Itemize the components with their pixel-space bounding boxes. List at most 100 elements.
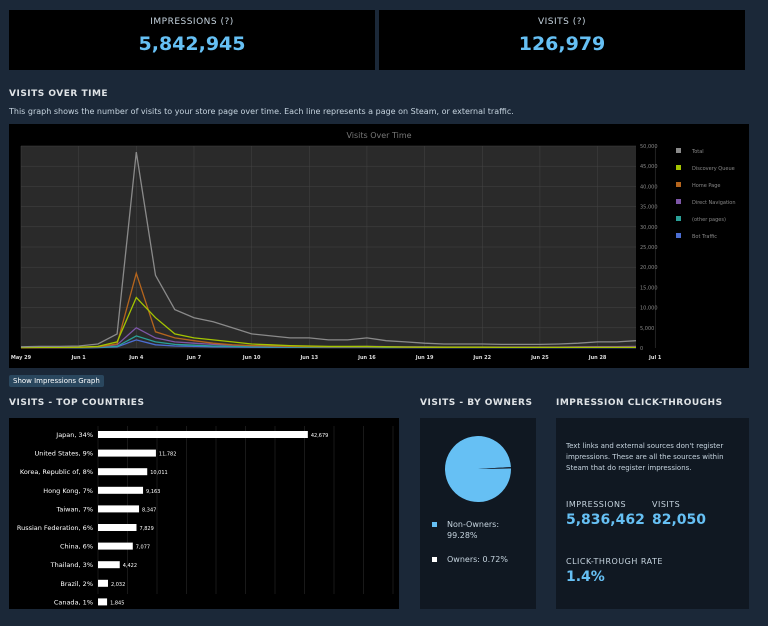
x-tick-label: Jun 1 xyxy=(71,355,87,361)
bar xyxy=(98,431,308,438)
legend-swatch xyxy=(676,148,681,153)
line-chart-legend[interactable]: Total Discovery Queue Home Page Direct Navi… xyxy=(676,148,736,240)
non-owners-swatch xyxy=(432,522,437,527)
bar xyxy=(98,542,133,550)
legend-swatch xyxy=(676,233,681,238)
legend-label[interactable]: Direct Navigation xyxy=(692,200,736,206)
bar-category-label: United States, 9% xyxy=(35,450,93,458)
y-tick-label: 15,000 xyxy=(640,285,658,291)
bar-category-label: Canada, 1% xyxy=(54,598,93,606)
y-tick-label: 25,000 xyxy=(640,245,658,251)
legend-label[interactable]: Home Page xyxy=(692,183,720,189)
bar-category-label: Taiwan, 7% xyxy=(55,505,93,513)
y-tick-label: 50,000 xyxy=(640,144,658,150)
bar-category-label: Korea, Republic of, 8% xyxy=(20,468,93,476)
bar xyxy=(98,579,108,587)
bar-value-label: 9,163 xyxy=(146,489,160,495)
visits-label[interactable]: VISITS (?) xyxy=(537,17,587,27)
ct-visits-value: 82,050 xyxy=(652,512,707,528)
owners-legend: Owners: 0.72% xyxy=(432,555,508,564)
bar-category-label: Hong Kong, 7% xyxy=(43,487,93,495)
y-tick-label: 0 xyxy=(640,346,643,352)
line-chart-grid xyxy=(20,145,656,349)
owners-label: Owners: 0.72% xyxy=(447,555,508,564)
bar-value-label: 11,782 xyxy=(159,452,177,458)
legend-label[interactable]: Bot Traffic xyxy=(692,234,717,240)
visits-over-time-title: VISITS OVER TIME xyxy=(9,89,109,99)
bar-category-label: Russian Federation, 6% xyxy=(17,524,93,532)
click-throughs-panel: Text links and external sources don't re… xyxy=(556,418,749,609)
legend-label[interactable]: (other pages) xyxy=(692,217,726,223)
by-owners-title: VISITS - BY OWNERS xyxy=(420,398,533,408)
y-tick-label: 5,000 xyxy=(640,326,654,332)
ct-impressions-value: 5,836,462 xyxy=(566,512,645,528)
legend-swatch xyxy=(676,182,681,187)
non-owners-percent: 99.28% xyxy=(447,531,478,540)
y-tick-label: 35,000 xyxy=(640,205,658,211)
top-countries-chart: Japan, 34% 42,679 United States, 9% 11,782 K… xyxy=(9,418,399,609)
pie-slice xyxy=(445,436,512,503)
ctr-label: CLICK-THROUGH RATE xyxy=(566,557,663,566)
by-owners-chart: Non-Owners: 99.28% Owners: 0.72% xyxy=(420,418,536,609)
bar-value-label: 4,422 xyxy=(123,563,137,569)
x-tick-label: Jun 10 xyxy=(242,355,261,361)
pie-slice xyxy=(478,466,511,469)
bar xyxy=(98,449,156,457)
bar xyxy=(98,561,120,569)
legend-swatch xyxy=(676,216,681,221)
impressions-label[interactable]: IMPRESSIONS (?) xyxy=(150,17,234,27)
line-series-group xyxy=(20,151,637,349)
y-tick-label: 45,000 xyxy=(640,164,658,170)
y-tick-label: 20,000 xyxy=(640,265,658,271)
legend-swatch xyxy=(676,199,681,204)
x-tick-label: Jun 4 xyxy=(128,355,144,361)
top-countries-title: VISITS - TOP COUNTRIES xyxy=(9,398,145,408)
x-tick-label: Jun 13 xyxy=(299,355,318,361)
bar-value-label: 2,032 xyxy=(111,582,125,588)
ct-visits-label: VISITS xyxy=(652,500,681,509)
bar-value-label: 7,077 xyxy=(136,545,150,551)
x-tick-label: May 29 xyxy=(11,355,32,361)
bar xyxy=(98,468,148,476)
impressions-summary: IMPRESSIONS (?) 5,842,945 xyxy=(9,10,375,70)
non-owners-legend: Non-Owners: 99.28% xyxy=(432,520,499,540)
x-tick-label: Jun 25 xyxy=(530,355,549,361)
click-throughs-note: Text links and external sources don't re… xyxy=(566,442,724,472)
legend-label[interactable]: Total xyxy=(691,149,704,155)
bar-chart-bars: Japan, 34% 42,679 United States, 9% 11,782 K… xyxy=(17,431,328,606)
x-tick-label: Jun 22 xyxy=(472,355,491,361)
x-tick-label: Jun 7 xyxy=(186,355,202,361)
x-tick-label: Jul 1 xyxy=(648,355,662,361)
visits-over-time-chart: Visits Over Time 0 5,000 10,000 15,000 20,00… xyxy=(9,124,749,368)
line-chart-svg: Visits Over Time 0 5,000 10,000 15,000 20,00… xyxy=(11,131,736,361)
bar-value-label: 10,011 xyxy=(150,470,168,476)
series-line-discovery-queue xyxy=(20,296,636,349)
bar-value-label: 8,347 xyxy=(142,507,156,513)
impressions-value: 5,842,945 xyxy=(138,33,246,55)
visits-value: 126,979 xyxy=(518,33,606,55)
click-throughs-title: IMPRESSION CLICK-THROUGHS xyxy=(556,398,723,408)
y-tick-label: 40,000 xyxy=(640,184,658,190)
bar-value-label: 1,845 xyxy=(110,600,124,606)
x-tick-label: Jun 16 xyxy=(357,355,376,361)
bar xyxy=(98,598,108,606)
bar-category-label: Brazil, 2% xyxy=(60,580,93,588)
legend-label[interactable]: Discovery Queue xyxy=(692,166,735,172)
bar-category-label: China, 6% xyxy=(60,543,93,551)
bar xyxy=(98,524,137,531)
x-tick-label: Jun 19 xyxy=(415,355,434,361)
bar xyxy=(98,505,140,513)
bar-category-label: Thailand, 3% xyxy=(50,561,93,569)
show-impressions-graph-button[interactable]: Show Impressions Graph xyxy=(9,375,104,387)
y-tick-label: 10,000 xyxy=(640,306,658,312)
pie-chart-svg xyxy=(445,436,512,503)
legend-swatch xyxy=(676,165,681,170)
y-tick-label: 30,000 xyxy=(640,225,658,231)
x-tick-label: Jun 28 xyxy=(588,355,607,361)
y-axis-ticks: 0 5,000 10,000 15,000 20,000 25,000 30,000 35,0… xyxy=(640,144,658,352)
ctr-value: 1.4% xyxy=(566,569,605,585)
bar-chart-svg: Japan, 34% 42,679 United States, 9% 11,782 K… xyxy=(17,426,394,606)
owners-swatch xyxy=(432,557,437,562)
ct-impressions-label: IMPRESSIONS xyxy=(566,500,627,509)
visits-summary: VISITS (?) 126,979 xyxy=(379,10,745,70)
